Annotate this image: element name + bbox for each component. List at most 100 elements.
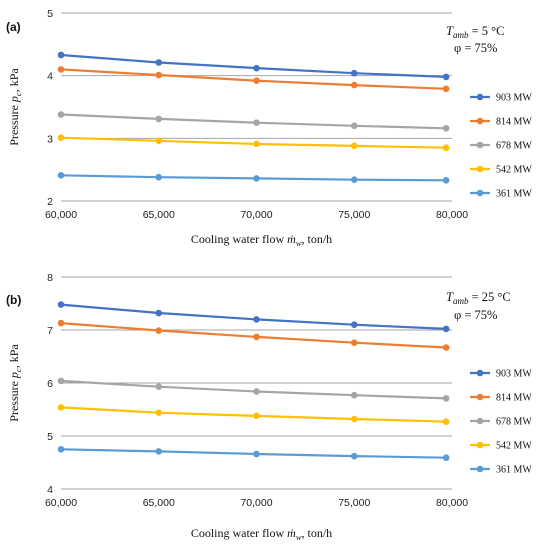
- y-tick-label: 7: [47, 325, 53, 337]
- data-point: [57, 319, 65, 327]
- x-axis-label: Cooling water flow ṁw, ton/h: [191, 232, 332, 248]
- series-814-mw: [57, 66, 450, 93]
- series-678-mw: [57, 111, 450, 132]
- y-tick-label: 4: [47, 484, 53, 496]
- y-tick-label: 5: [47, 8, 53, 20]
- data-point: [57, 301, 65, 308]
- series-542-mw: [57, 404, 450, 425]
- legend-label: 361 MW: [496, 189, 532, 200]
- y-axis-label: Pressure pc, kPa: [7, 344, 23, 422]
- x-tick-label: 75,000: [338, 497, 370, 509]
- series-361-mw: [57, 172, 450, 184]
- x-axis-label-symbol: ṁ: [287, 526, 296, 540]
- data-point: [350, 321, 358, 329]
- series-line: [60, 303, 447, 330]
- panel-label: (b): [6, 293, 21, 307]
- data-point: [442, 344, 450, 351]
- data-point: [350, 391, 358, 399]
- legend-swatch-marker: [476, 165, 484, 173]
- legend-swatch-marker: [476, 369, 484, 377]
- data-point: [442, 85, 450, 93]
- temperature-value: = 25 °C: [468, 290, 510, 304]
- y-axis-label-subscript: c: [13, 368, 23, 372]
- x-axis-label-main: Cooling water flow: [191, 526, 287, 540]
- data-point: [253, 140, 260, 148]
- humidity-annotation: φ = 75%: [454, 308, 497, 322]
- y-axis-label: Pressure pc, kPa: [7, 68, 23, 146]
- temperature-subscript: amb: [453, 296, 469, 306]
- y-axis-label-unit: , kPa: [7, 344, 21, 369]
- chart-panel-a: 2 3 4 5 60,000 65,000 70,000 75,000 80,000 (a) Tam…: [6, 8, 532, 248]
- data-point: [350, 142, 358, 150]
- legend-label: 361 MW: [496, 465, 532, 476]
- humidity-annotation: φ = 75%: [454, 41, 497, 55]
- legend-label: 542 MW: [496, 165, 532, 176]
- data-point: [57, 111, 65, 118]
- data-point: [155, 137, 163, 145]
- data-point: [155, 383, 163, 391]
- x-axis-label-subscript: w: [296, 532, 302, 542]
- legend-swatch-marker: [476, 93, 484, 101]
- x-tick-label: 70,000: [240, 209, 272, 221]
- data-point: [350, 69, 358, 77]
- chart-panel-b: 4 5 6 7 8 60,000 65,000 70,000 75,000 80,000 (b) Ta…: [6, 272, 532, 542]
- legend-label: 678 MW: [496, 141, 532, 152]
- data-point: [253, 450, 260, 458]
- y-tick-label: 3: [47, 133, 53, 145]
- data-point: [253, 316, 260, 323]
- legend-item: 678 MW: [470, 141, 532, 152]
- ambient-temperature-annotation: Tamb = 25 °C: [446, 290, 511, 306]
- data-point: [155, 309, 163, 317]
- x-tick-label: 60,000: [45, 209, 77, 221]
- data-point: [57, 404, 65, 411]
- data-point: [350, 415, 358, 423]
- series-903-mw: [57, 51, 450, 81]
- series-line: [60, 379, 447, 400]
- data-point: [57, 51, 65, 59]
- y-tick-label: 8: [47, 272, 53, 284]
- legend-item: 903 MW: [470, 93, 532, 104]
- legend-swatch-marker: [476, 417, 484, 425]
- x-axis-label-unit: , ton/h: [302, 232, 333, 246]
- data-point: [155, 59, 163, 66]
- legend-label: 903 MW: [496, 369, 532, 380]
- x-axis-label-main: Cooling water flow: [191, 232, 287, 246]
- x-tick-label: 70,000: [240, 497, 272, 509]
- series-line: [60, 68, 447, 90]
- y-tick-label: 5: [47, 431, 53, 443]
- x-tick-label: 60,000: [45, 497, 77, 509]
- legend-item: 542 MW: [470, 165, 532, 176]
- data-point: [350, 122, 358, 130]
- data-point: [155, 409, 163, 416]
- data-point: [442, 73, 450, 81]
- data-point: [57, 172, 65, 179]
- data-point: [253, 412, 260, 420]
- data-point: [253, 175, 260, 182]
- legend-item: 678 MW: [470, 417, 532, 428]
- y-axis-label-main: Pressure: [7, 378, 21, 422]
- y-tick-label: 2: [47, 196, 53, 208]
- y-tick-label: 4: [47, 71, 53, 83]
- x-axis-label-subscript: w: [296, 238, 302, 248]
- data-point: [350, 452, 358, 460]
- data-point: [350, 81, 358, 89]
- data-point: [442, 125, 450, 132]
- temperature-subscript: amb: [453, 30, 469, 40]
- legend-label: 903 MW: [496, 93, 532, 104]
- legend-item: 361 MW: [470, 189, 532, 200]
- y-axis-label-symbol: p: [7, 96, 21, 103]
- legend-swatch-marker: [476, 117, 484, 125]
- legend-item: 542 MW: [470, 441, 532, 452]
- data-point: [442, 325, 450, 333]
- ambient-temperature-annotation: Tamb = 5 °C: [446, 24, 504, 40]
- data-point: [442, 177, 450, 184]
- series-542-mw: [57, 134, 450, 152]
- x-tick-label: 80,000: [436, 209, 468, 221]
- legend-item: 814 MW: [470, 117, 532, 128]
- legend-label: 814 MW: [496, 117, 532, 128]
- y-axis-label-symbol: p: [7, 372, 21, 379]
- data-point: [442, 418, 450, 425]
- data-point: [253, 119, 260, 126]
- data-point: [155, 327, 163, 334]
